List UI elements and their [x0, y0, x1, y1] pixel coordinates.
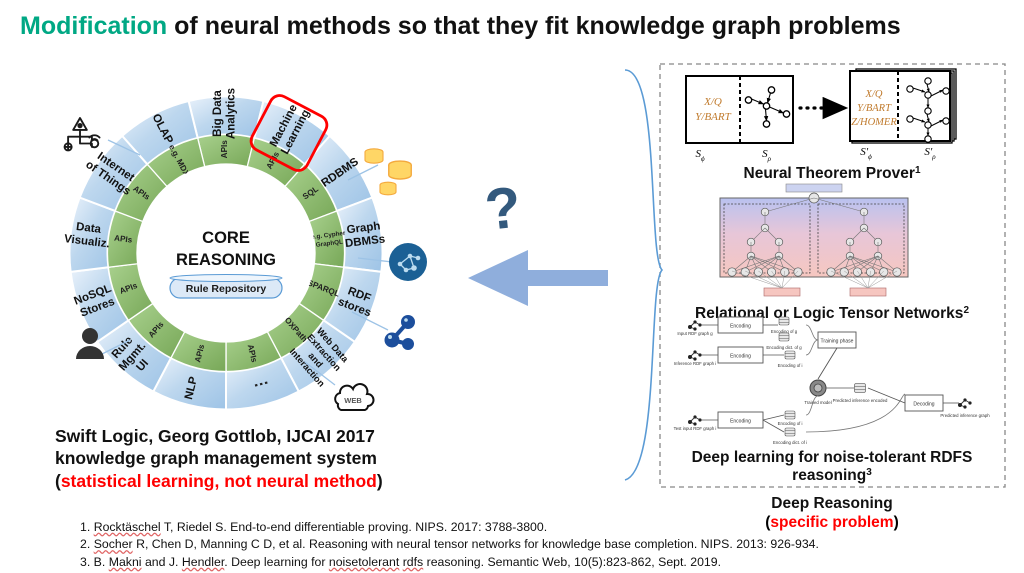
svg-text:?: ?	[482, 174, 524, 242]
svg-text:Encoding dict. of i: Encoding dict. of i	[773, 440, 807, 445]
svg-text:Sρ: Sρ	[762, 148, 772, 163]
svg-text:Trained model: Trained model	[804, 400, 831, 405]
svg-text:Training phase: Training phase	[821, 338, 854, 344]
svg-text:Input RDF graph g: Input RDF graph g	[677, 331, 713, 336]
svg-text:Encoding: Encoding	[730, 353, 751, 359]
svg-text:S′ρ: S′ρ	[924, 146, 936, 161]
svg-text:Z/HOMER: Z/HOMER	[851, 117, 897, 128]
svg-text:S′ϕ: S′ϕ	[860, 146, 872, 161]
svg-text:Inference RDF graph i: Inference RDF graph i	[674, 361, 716, 366]
svg-text:Encoding: Encoding	[730, 323, 751, 329]
svg-text:APIs: APIs	[220, 140, 229, 159]
svg-text:Decoding: Decoding	[913, 401, 934, 407]
svg-text:Predicted inference encoded: Predicted inference encoded	[833, 398, 888, 403]
svg-text:CORE: CORE	[202, 229, 250, 247]
svg-text:Encoding of i: Encoding of i	[778, 363, 803, 368]
svg-text:Neural Theorem Prover1: Neural Theorem Prover1	[744, 165, 921, 183]
svg-text:X/Q: X/Q	[703, 96, 722, 108]
svg-text:Analytics: Analytics	[226, 88, 238, 139]
svg-text:Y/BART: Y/BART	[857, 103, 892, 114]
svg-text:(specific problem): (specific problem)	[765, 514, 899, 531]
svg-text:Big Data: Big Data	[212, 90, 224, 137]
svg-text:X/Q: X/Q	[865, 89, 883, 100]
svg-text:Encoding of i: Encoding of i	[778, 421, 803, 426]
svg-text:WEB: WEB	[344, 396, 362, 405]
svg-text:Encoding dict. of g: Encoding dict. of g	[766, 345, 802, 350]
svg-text:Y/BART: Y/BART	[695, 111, 731, 123]
svg-text:Rule Repository: Rule Repository	[186, 283, 267, 295]
svg-text:reasoning3: reasoning3	[792, 467, 872, 485]
svg-text:Sϕ: Sϕ	[695, 148, 705, 163]
svg-text:Test input RDF graph i: Test input RDF graph i	[674, 426, 717, 431]
svg-text:Deep learning for noise-tolera: Deep learning for noise-tolerant RDFS	[692, 449, 973, 466]
svg-text:Predicted inference graph: Predicted inference graph	[940, 413, 990, 418]
svg-text:Deep Reasoning: Deep Reasoning	[771, 495, 892, 512]
svg-text:Encoding: Encoding	[730, 418, 751, 424]
svg-text:REASONING: REASONING	[176, 251, 276, 269]
